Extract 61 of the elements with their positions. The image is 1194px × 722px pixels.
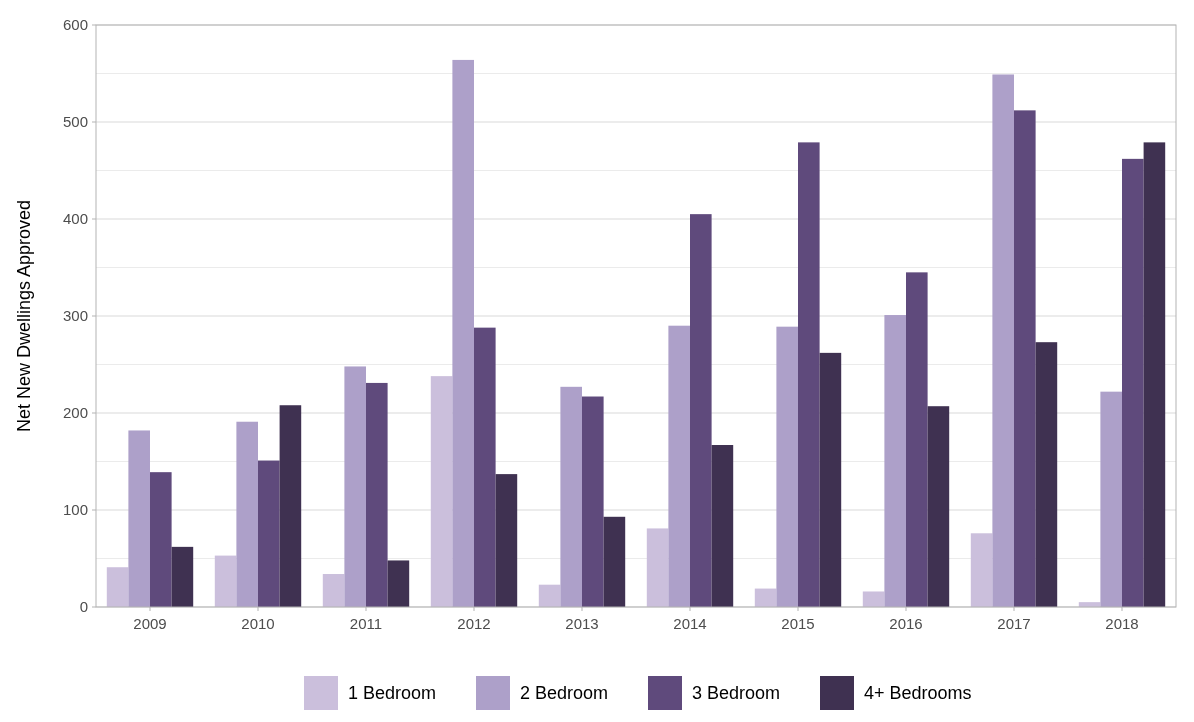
y-tick-label: 100 [62,501,88,519]
bar [1035,342,1058,607]
x-tick-label: 2014 [673,615,707,632]
bar [452,59,474,607]
bar [819,352,842,607]
bar [106,567,129,607]
bar [279,405,302,607]
bar [387,560,410,607]
bar [128,430,150,607]
bar [214,555,237,607]
bar [906,272,928,607]
bar [798,142,820,607]
bar [1122,158,1144,607]
bar [884,315,906,607]
y-tick-label: 600 [62,16,88,34]
bar [603,516,626,607]
bar [862,591,885,607]
bar [1014,110,1036,607]
legend-label: 2 Bedroom [520,683,609,704]
y-axis-title: Net New Dwellings Approved [14,199,34,433]
bar [495,474,518,607]
bar [582,396,604,607]
bar [1143,142,1166,607]
x-tick-label: 2012 [457,615,491,632]
y-tick-label: 500 [62,113,88,131]
bar [474,327,496,607]
bar [344,366,366,607]
x-tick-label: 2018 [1105,615,1139,632]
bar [322,574,345,607]
bar [711,445,734,607]
bar [258,460,280,607]
bar [1100,391,1122,607]
bar [927,406,950,607]
legend-label: 4+ Bedrooms [864,683,972,704]
bar [992,74,1014,607]
bar [366,382,388,607]
bar [970,533,993,607]
bar [150,472,172,607]
bar [754,588,777,607]
bar [560,386,582,607]
y-tick-label: 0 [79,598,88,616]
bar [690,214,712,607]
bar [538,584,561,607]
bar [646,528,669,607]
x-tick-label: 2015 [781,615,815,632]
bar [776,326,798,607]
x-tick-label: 2011 [349,615,383,632]
x-tick-label: 2009 [133,615,167,632]
legend-label: 3 Bedroom [692,683,781,704]
bar [236,421,258,607]
bar [430,376,453,607]
bar [668,325,690,607]
x-tick-label: 2016 [889,615,923,632]
y-tick-label: 300 [62,307,88,325]
bar [171,546,194,607]
y-tick-label: 200 [62,404,88,422]
legend-label: 1 Bedroom [348,683,437,704]
x-tick-label: 2013 [565,615,599,632]
y-tick-label: 400 [62,210,88,228]
x-tick-label: 2010 [241,615,275,632]
x-tick-label: 2017 [997,615,1031,632]
